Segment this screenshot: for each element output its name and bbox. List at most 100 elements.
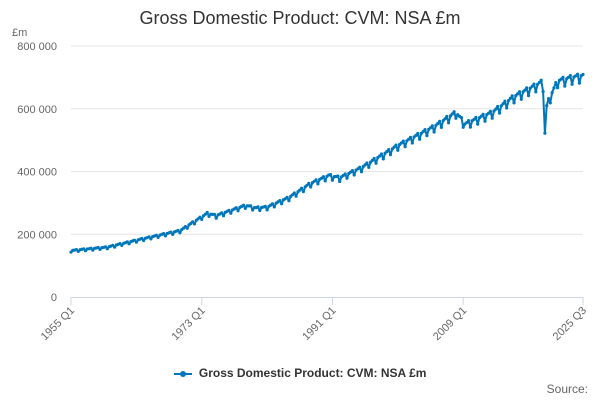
x-tick-label: 2009 Q1: [431, 305, 469, 343]
data-point: [525, 86, 529, 90]
y-tick-label: 200 000: [17, 229, 57, 241]
data-point: [329, 173, 333, 177]
data-point: [576, 72, 580, 76]
data-point: [550, 91, 554, 95]
data-point: [147, 235, 151, 239]
data-point: [512, 101, 516, 105]
data-point: [388, 153, 393, 157]
legend-item[interactable]: Gross Domestic Product: CVM: NSA £m: [0, 366, 600, 380]
data-point: [556, 86, 560, 90]
data-point: [345, 176, 349, 180]
data-point: [350, 169, 354, 173]
data-point: [134, 240, 138, 244]
data-point: [543, 131, 547, 135]
data-point: [436, 121, 440, 126]
data-point: [443, 117, 447, 121]
data-point: [280, 202, 284, 206]
data-point: [272, 205, 276, 209]
data-point: [534, 90, 538, 94]
data-point: [483, 119, 487, 123]
data-point: [352, 173, 356, 177]
data-point: [554, 81, 558, 85]
data-point: [316, 182, 320, 186]
data-point: [300, 186, 304, 190]
y-tick-label: 800 000: [17, 41, 57, 53]
y-tick-label: 600 000: [17, 104, 57, 116]
data-point: [323, 179, 327, 183]
data-point: [561, 75, 565, 79]
data-point: [387, 148, 391, 152]
data-point: [408, 135, 413, 139]
data-point: [546, 97, 551, 101]
data-point: [229, 211, 233, 215]
data-point: [568, 74, 572, 78]
series-group: [69, 72, 585, 254]
data-point: [365, 161, 369, 165]
y-tick-label: 400 000: [17, 167, 57, 179]
data-point: [285, 195, 289, 199]
data-point: [461, 125, 465, 129]
y-axis-ticks: 0 200 000 400 000 600 000 800 000: [17, 41, 57, 304]
data-point: [490, 116, 494, 120]
data-point: [432, 130, 436, 134]
data-point: [474, 115, 478, 120]
data-point: [234, 206, 238, 210]
data-point: [501, 102, 505, 106]
y-axis-label: £m: [12, 27, 27, 39]
data-point: [207, 214, 211, 218]
data-point: [372, 156, 376, 161]
data-point: [447, 121, 451, 125]
data-point: [256, 205, 260, 209]
data-point: [314, 178, 318, 182]
data-point: [496, 104, 500, 109]
data-point: [532, 82, 536, 86]
data-point: [539, 78, 543, 82]
data-point: [459, 116, 463, 120]
data-point: [169, 230, 173, 234]
data-point: [212, 212, 216, 216]
data-point: [425, 134, 429, 138]
data-point: [416, 131, 420, 136]
data-point: [396, 148, 400, 152]
data-point: [251, 208, 255, 212]
data-point: [185, 226, 189, 230]
data-point: [508, 96, 512, 100]
data-point: [330, 178, 334, 182]
x-axis-ticks: 1955 Q1 1973 Q1 1991 Q1 2009 Q1 2025 Q3: [39, 297, 589, 343]
data-point: [541, 89, 545, 94]
data-point: [516, 92, 520, 96]
data-point: [178, 231, 182, 235]
data-point: [445, 114, 449, 119]
data-point: [503, 99, 507, 103]
data-point: [577, 81, 582, 85]
data-point: [338, 179, 342, 184]
data-point: [243, 206, 247, 210]
data-point: [236, 209, 240, 213]
data-point: [545, 104, 549, 108]
data-point: [476, 122, 480, 126]
data-point: [497, 111, 502, 115]
data-point: [374, 161, 378, 165]
data-point: [278, 199, 282, 203]
data-point: [258, 208, 262, 213]
data-point: [492, 109, 496, 113]
data-point: [294, 194, 298, 198]
data-point: [430, 124, 434, 128]
data-point: [163, 234, 167, 238]
data-point: [287, 199, 291, 203]
data-point: [519, 97, 523, 101]
data-point: [439, 125, 443, 129]
legend-label: Gross Domestic Product: CVM: NSA £m: [198, 366, 427, 380]
data-point: [517, 90, 522, 94]
data-point: [192, 222, 197, 226]
data-point: [120, 243, 124, 247]
data-point: [563, 84, 567, 88]
data-point: [265, 208, 269, 212]
data-point: [488, 109, 492, 113]
credits[interactable]: Source:: [546, 382, 588, 396]
legend-line-icon: [173, 370, 192, 377]
data-point: [220, 211, 224, 215]
data-point: [467, 119, 471, 123]
data-point: [507, 98, 511, 103]
